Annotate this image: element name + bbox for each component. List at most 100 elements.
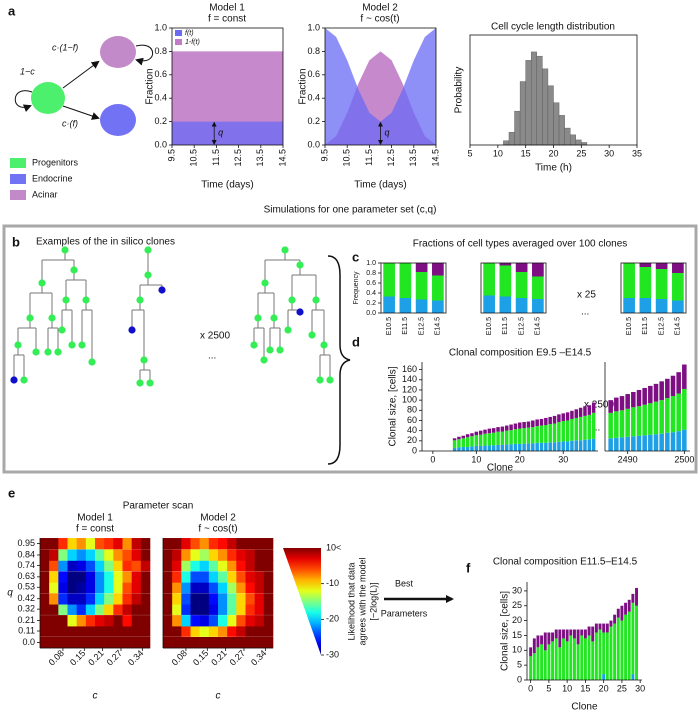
histogram-bar xyxy=(570,134,576,146)
heatmap-cell xyxy=(263,625,274,637)
y-axis-label: Fraction xyxy=(145,68,156,104)
x-tick-label: 10 xyxy=(493,148,503,158)
bar-segment xyxy=(532,276,544,299)
tree-node xyxy=(144,271,152,279)
x-tick-label: E11.5 xyxy=(402,317,409,335)
heatmap-cell xyxy=(104,581,114,594)
bar-segment xyxy=(415,272,428,300)
histogram-bar xyxy=(503,140,510,146)
heatmap-cell xyxy=(199,636,210,649)
heatmap-cell xyxy=(208,538,219,550)
bar-segment xyxy=(509,430,513,445)
panel-label: e xyxy=(8,485,15,500)
heatmap-cell xyxy=(49,559,59,572)
edge-label: 1−c xyxy=(20,66,35,76)
y-tick-label: 40 xyxy=(407,425,417,435)
colorbar-tick-label: -30 xyxy=(326,649,339,659)
bar-segment xyxy=(452,438,457,441)
heatmap-cell xyxy=(163,636,173,649)
bar-segment xyxy=(580,635,584,680)
chart-title: Clonal composition E11.5–E14.5 xyxy=(493,557,638,568)
simulation-box xyxy=(2,224,698,474)
bar-segment xyxy=(500,444,505,451)
tree-node xyxy=(68,341,76,349)
tree-node xyxy=(14,341,22,349)
x-tick-label: 13.5 xyxy=(408,149,418,167)
histogram-bar xyxy=(519,81,526,146)
x-tick-label: 2500 xyxy=(674,454,694,464)
heatmap-cell xyxy=(85,559,96,572)
heatmap-cell xyxy=(58,603,68,615)
heatmap-cell xyxy=(67,581,77,594)
x-tick-label: 0 xyxy=(528,683,533,693)
heatmap-cell xyxy=(49,625,59,637)
bar-segment xyxy=(557,422,561,442)
x-tick-label: 5 xyxy=(546,683,551,693)
heatmap-cell xyxy=(208,559,219,572)
panel-label: c xyxy=(352,249,359,264)
colorbar-label: agrees with the model xyxy=(357,557,367,645)
legend-swatch xyxy=(175,39,182,45)
x-tick-label: 10.5 xyxy=(189,149,199,167)
heatmap-cell xyxy=(122,559,132,572)
heatmap-cell xyxy=(254,625,265,637)
heatmap-cell xyxy=(76,615,87,627)
heatmap-cell xyxy=(85,636,96,649)
colorbar xyxy=(283,548,321,655)
bar-segment xyxy=(672,263,684,273)
heatmap-cell xyxy=(163,538,173,550)
tree-node xyxy=(260,356,268,364)
heatmap-cell xyxy=(181,559,191,572)
y-tick-label: 0.4 xyxy=(307,93,320,103)
tree-node xyxy=(140,356,148,364)
bar-segment xyxy=(543,632,547,651)
bar-segment xyxy=(474,435,479,446)
heatmap-cell xyxy=(122,549,132,561)
bar-segment xyxy=(532,263,544,277)
heatmap-cell xyxy=(245,636,255,649)
y-axis-label: Fraction xyxy=(298,68,309,104)
x-tick-label: 11.5 xyxy=(364,149,374,166)
tree-node xyxy=(254,314,262,322)
bar-segment xyxy=(499,296,512,313)
x-tick-label: E14.5 xyxy=(435,317,442,335)
bar-segment xyxy=(627,611,631,680)
bar-segment xyxy=(636,435,642,451)
bar-segment xyxy=(557,414,561,423)
colorbar-label: Likelihood that data xyxy=(346,562,356,640)
heatmap-cell xyxy=(245,615,255,627)
area xyxy=(325,28,436,145)
heatmap-cell xyxy=(181,581,191,594)
heatmap-cell xyxy=(95,636,105,649)
bar-segment xyxy=(591,641,595,680)
x-tick-label: E10.5 xyxy=(386,317,393,335)
heatmap-cell xyxy=(58,593,68,605)
heatmap-cell xyxy=(263,559,274,572)
tree-node xyxy=(308,331,316,339)
heatmap-cell xyxy=(40,581,50,594)
tree-node xyxy=(276,346,284,354)
x-tick-label: 30 xyxy=(558,454,568,464)
tree-node xyxy=(320,341,328,349)
bar-segment xyxy=(583,415,587,440)
y-tick-label: 0.0 xyxy=(154,139,167,149)
heatmap-cell xyxy=(113,625,123,637)
plot-frame xyxy=(620,262,687,314)
heatmap-cell xyxy=(40,538,50,550)
bar-segment xyxy=(583,629,587,639)
bar-segment xyxy=(574,409,579,418)
tree-node xyxy=(266,346,274,354)
ellipsis: ... xyxy=(592,423,600,434)
bar-segment xyxy=(532,653,536,680)
heatmap-cell xyxy=(49,593,59,605)
bar-segment xyxy=(505,430,509,445)
heatmap-cell xyxy=(85,615,96,627)
bar-segment xyxy=(569,629,573,636)
heatmap-cell xyxy=(49,615,59,627)
heatmap-cell xyxy=(95,603,105,615)
heatmap-cell xyxy=(254,581,265,594)
bar-segment xyxy=(587,635,591,680)
x-tick-label: 12.5 xyxy=(386,149,396,167)
count-label: x 2500 xyxy=(200,331,230,342)
heatmap-cell xyxy=(218,549,228,561)
